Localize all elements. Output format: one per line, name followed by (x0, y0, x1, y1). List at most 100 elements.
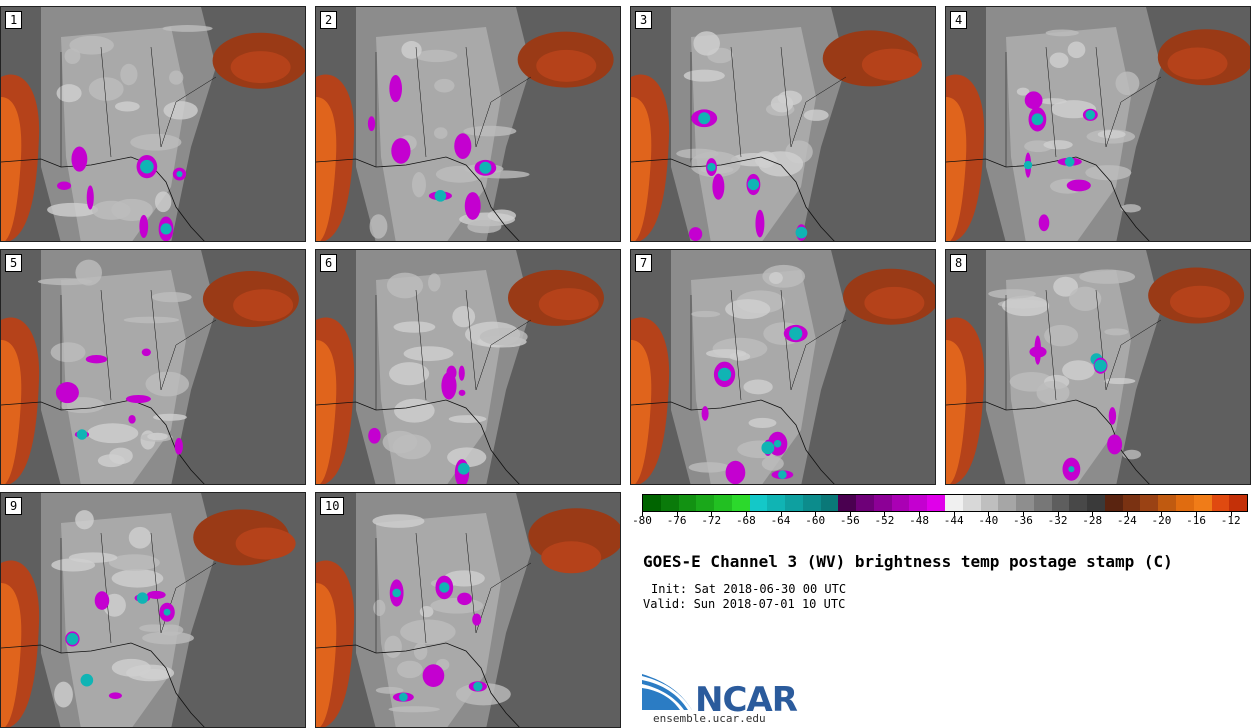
colorbar-tick-label: -32 (1047, 514, 1068, 527)
colorbar-swatch-17 (945, 495, 963, 511)
colorbar-tick-label: -68 (735, 514, 756, 527)
colorbar-swatch-21 (1016, 495, 1034, 511)
colorbar-tick-mark (676, 512, 678, 516)
colorbar-tick-mark (780, 512, 782, 516)
colorbar-tick-label: -24 (1116, 514, 1137, 527)
colorbar-tick-label: -48 (909, 514, 929, 527)
colorbar-tick-mark (953, 512, 955, 516)
member-map (946, 250, 1250, 484)
colorbar-swatch-33 (1229, 495, 1248, 511)
colorbar-tickmarks (642, 512, 1248, 516)
colorbar-tick-mark (815, 512, 817, 516)
colorbar-tick-label: -28 (1082, 514, 1103, 527)
colorbar (642, 494, 1248, 512)
colorbar-tick-label: -60 (805, 514, 826, 527)
member-panel-1: 1 (0, 6, 306, 242)
member-map (316, 7, 620, 241)
colorbar-swatch-1 (660, 495, 679, 511)
member-map (316, 493, 620, 727)
colorbar-tick-mark (642, 512, 643, 516)
colorbar-swatch-16 (927, 495, 946, 511)
colorbar-swatch-14 (891, 495, 910, 511)
member-map (946, 7, 1250, 241)
member-map (631, 250, 935, 484)
colorbar-swatch-31 (1193, 495, 1212, 511)
member-panel-9: 9 (0, 492, 306, 728)
member-panel-5: 5 (0, 249, 306, 485)
member-number-label: 7 (635, 254, 653, 272)
valid-time: Valid: Sun 2018-07-01 10 UTC (643, 597, 846, 611)
colorbar-swatch-24 (1069, 495, 1088, 511)
colorbar-tick-label: -12 (1220, 514, 1241, 527)
colorbar-swatch-15 (909, 495, 928, 511)
member-number-label: 2 (320, 11, 338, 29)
colorbar-swatch-3 (696, 495, 715, 511)
ncar-logo-icon (642, 674, 692, 710)
member-map (316, 250, 620, 484)
ncar-logo-text: NCAR (695, 680, 798, 720)
member-map (1, 250, 305, 484)
colorbar-swatch-22 (1033, 495, 1052, 511)
colorbar-tick-mark (919, 512, 921, 516)
colorbar-swatch-2 (678, 495, 697, 511)
member-map (1, 493, 305, 727)
colorbar-tick-label: -80 (632, 514, 652, 527)
colorbar-tick-label: -16 (1186, 514, 1206, 527)
colorbar-swatch-5 (731, 495, 750, 511)
member-number-label: 1 (5, 11, 23, 29)
member-panel-6: 6 (315, 249, 621, 485)
colorbar-tick-label: -64 (770, 514, 791, 527)
colorbar-swatch-8 (785, 495, 803, 511)
colorbar-swatch-6 (749, 495, 768, 511)
colorbar-swatch-30 (1175, 495, 1194, 511)
member-number-label: 6 (320, 254, 338, 272)
member-panel-4: 4 (945, 6, 1251, 242)
colorbar-swatch-20 (998, 495, 1017, 511)
ncar-url: ensemble.ucar.edu (653, 712, 766, 725)
colorbar-tick-label: -56 (839, 514, 860, 527)
colorbar-swatch-12 (856, 495, 874, 511)
member-number-label: 5 (5, 254, 23, 272)
colorbar-tick-mark (1161, 512, 1163, 516)
member-panel-2: 2 (315, 6, 621, 242)
colorbar-swatch-10 (820, 495, 839, 511)
colorbar-tick-labels: -80 -76 -72 -68 -64 -60 -56 -52 -48 -44 -40 -36 -32 -… (632, 514, 1248, 530)
colorbar-swatch-32 (1211, 495, 1230, 511)
colorbar-tick-mark (1196, 512, 1198, 516)
colorbar-tick-mark (884, 512, 886, 516)
colorbar-swatch-26 (1104, 495, 1123, 511)
member-panel-3: 3 (630, 6, 936, 242)
colorbar-tick-label: -76 (666, 514, 687, 527)
member-panel-8: 8 (945, 249, 1251, 485)
member-number-label: 3 (635, 11, 653, 29)
colorbar-swatch-25 (1087, 495, 1105, 511)
colorbar-swatch-18 (962, 495, 981, 511)
colorbar-tick-mark (849, 512, 851, 516)
colorbar-tick-mark (1126, 512, 1128, 516)
colorbar-tick-mark (1057, 512, 1059, 516)
colorbar-swatch-19 (980, 495, 999, 511)
colorbar-swatch-13 (873, 495, 892, 511)
colorbar-swatch-23 (1051, 495, 1070, 511)
colorbar-swatch-7 (767, 495, 786, 511)
member-number-label: 8 (950, 254, 968, 272)
colorbar-swatch-29 (1158, 495, 1176, 511)
colorbar-swatch-27 (1122, 495, 1141, 511)
colorbar-tick-label: -36 (1012, 514, 1033, 527)
member-number-label: 9 (5, 497, 23, 515)
colorbar-tick-label: -40 (978, 514, 999, 527)
member-panel-7: 7 (630, 249, 936, 485)
colorbar-tick-mark (711, 512, 713, 516)
colorbar-tick-label: -44 (943, 514, 964, 527)
colorbar-tick-label: -52 (874, 514, 895, 527)
colorbar-swatch-28 (1140, 495, 1159, 511)
colorbar-swatch-4 (714, 495, 732, 511)
colorbar-swatch-9 (802, 495, 821, 511)
colorbar-tick-mark (1092, 512, 1094, 516)
member-map (631, 7, 935, 241)
colorbar-tick-mark (745, 512, 747, 516)
member-map (1, 7, 305, 241)
colorbar-tick-mark (988, 512, 990, 516)
member-panel-10: 10 (315, 492, 621, 728)
colorbar-tick-label: -20 (1151, 514, 1172, 527)
